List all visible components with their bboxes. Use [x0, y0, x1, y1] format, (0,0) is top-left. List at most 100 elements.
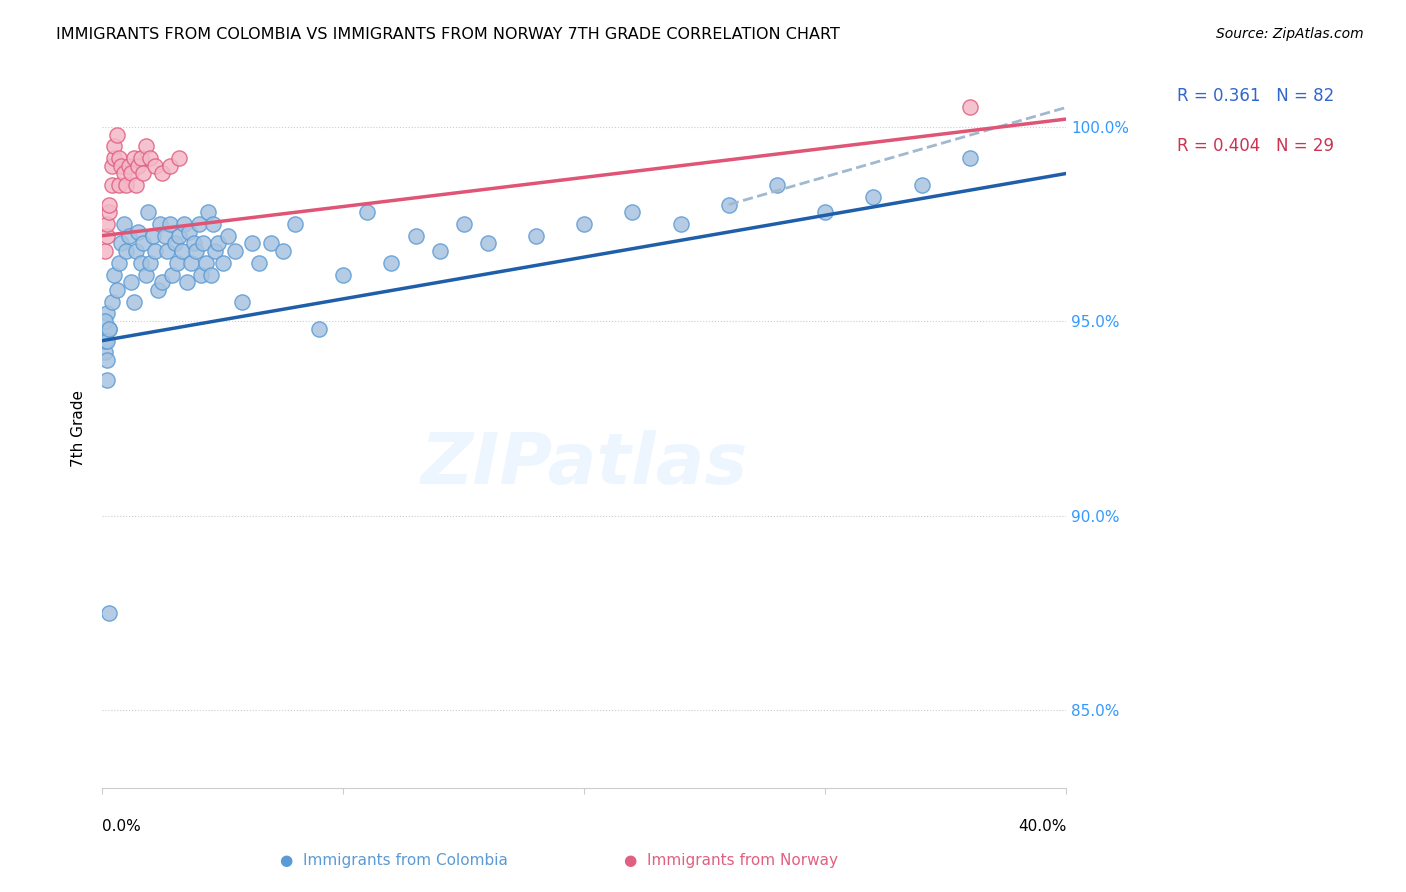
Point: [260, 236, 283, 251]
Point: [98, 322, 121, 336]
Point: [96, 306, 118, 320]
Point: [169, 151, 191, 165]
Point: [149, 217, 172, 231]
Point: [122, 151, 145, 165]
Point: [207, 236, 229, 251]
Point: [96, 353, 118, 368]
Point: [93, 314, 115, 328]
Point: [190, 268, 212, 282]
Point: [814, 205, 837, 219]
Point: [200, 268, 222, 282]
Point: [132, 236, 155, 251]
Y-axis label: 7th Grade: 7th Grade: [72, 390, 86, 467]
Point: [105, 283, 128, 297]
Point: [959, 100, 981, 114]
Point: [197, 205, 219, 219]
Point: [284, 217, 307, 231]
Point: [146, 283, 169, 297]
Point: [194, 256, 217, 270]
Point: [173, 217, 195, 231]
Point: [180, 256, 202, 270]
Point: [477, 236, 499, 251]
Point: [96, 372, 118, 386]
Point: [108, 178, 131, 193]
Point: [204, 244, 226, 259]
Point: [217, 228, 239, 243]
Point: [115, 244, 138, 259]
Point: [93, 345, 115, 359]
Point: [405, 228, 427, 243]
Point: [193, 236, 215, 251]
Point: [118, 228, 141, 243]
Point: [105, 128, 128, 142]
Point: [139, 256, 162, 270]
Point: [862, 190, 884, 204]
Point: [176, 276, 198, 290]
Point: [127, 159, 149, 173]
Point: [118, 159, 141, 173]
Point: [101, 159, 124, 173]
Point: [125, 178, 148, 193]
Point: [122, 294, 145, 309]
Text: 40.0%: 40.0%: [1018, 819, 1066, 834]
Point: [129, 151, 152, 165]
Point: [101, 294, 124, 309]
Point: [177, 225, 200, 239]
Point: [669, 217, 692, 231]
Point: [129, 256, 152, 270]
Point: [103, 151, 125, 165]
Point: [160, 268, 183, 282]
Point: [156, 244, 179, 259]
Point: [152, 166, 174, 180]
Point: [152, 276, 174, 290]
Point: [186, 244, 208, 259]
Point: [202, 217, 225, 231]
Point: [332, 268, 354, 282]
Point: [308, 322, 330, 336]
Point: [139, 151, 162, 165]
Point: [717, 197, 740, 211]
Point: [93, 334, 115, 348]
Text: ●  Immigrants from Norway: ● Immigrants from Norway: [624, 854, 838, 868]
Point: [136, 205, 159, 219]
Point: [93, 244, 115, 259]
Point: [96, 217, 118, 231]
Point: [108, 256, 131, 270]
Point: [183, 236, 205, 251]
Point: [380, 256, 402, 270]
Point: [135, 268, 157, 282]
Point: [125, 244, 148, 259]
Point: [170, 244, 193, 259]
Text: Source: ZipAtlas.com: Source: ZipAtlas.com: [1216, 27, 1364, 41]
Point: [112, 166, 135, 180]
Point: [120, 166, 142, 180]
FancyBboxPatch shape: [1102, 84, 1406, 166]
Point: [98, 205, 121, 219]
Text: IMMIGRANTS FROM COLOMBIA VS IMMIGRANTS FROM NORWAY 7TH GRADE CORRELATION CHART: IMMIGRANTS FROM COLOMBIA VS IMMIGRANTS F…: [56, 27, 841, 42]
Point: [108, 151, 131, 165]
Point: [247, 256, 270, 270]
Point: [115, 178, 138, 193]
Point: [911, 178, 934, 193]
Point: [271, 244, 294, 259]
Point: [96, 334, 118, 348]
Point: [103, 139, 125, 153]
Point: [98, 606, 121, 620]
Point: [224, 244, 246, 259]
Point: [153, 228, 176, 243]
Point: [142, 228, 165, 243]
Point: [110, 236, 132, 251]
Point: [169, 228, 191, 243]
Point: [143, 159, 166, 173]
Point: [103, 268, 125, 282]
Point: [574, 217, 596, 231]
Text: R = 0.404   N = 29: R = 0.404 N = 29: [1177, 137, 1334, 155]
Point: [120, 276, 142, 290]
Point: [163, 236, 186, 251]
Point: [98, 322, 121, 336]
Point: [453, 217, 475, 231]
Point: [132, 166, 155, 180]
Point: [231, 294, 253, 309]
Point: [135, 139, 157, 153]
Point: [159, 159, 181, 173]
